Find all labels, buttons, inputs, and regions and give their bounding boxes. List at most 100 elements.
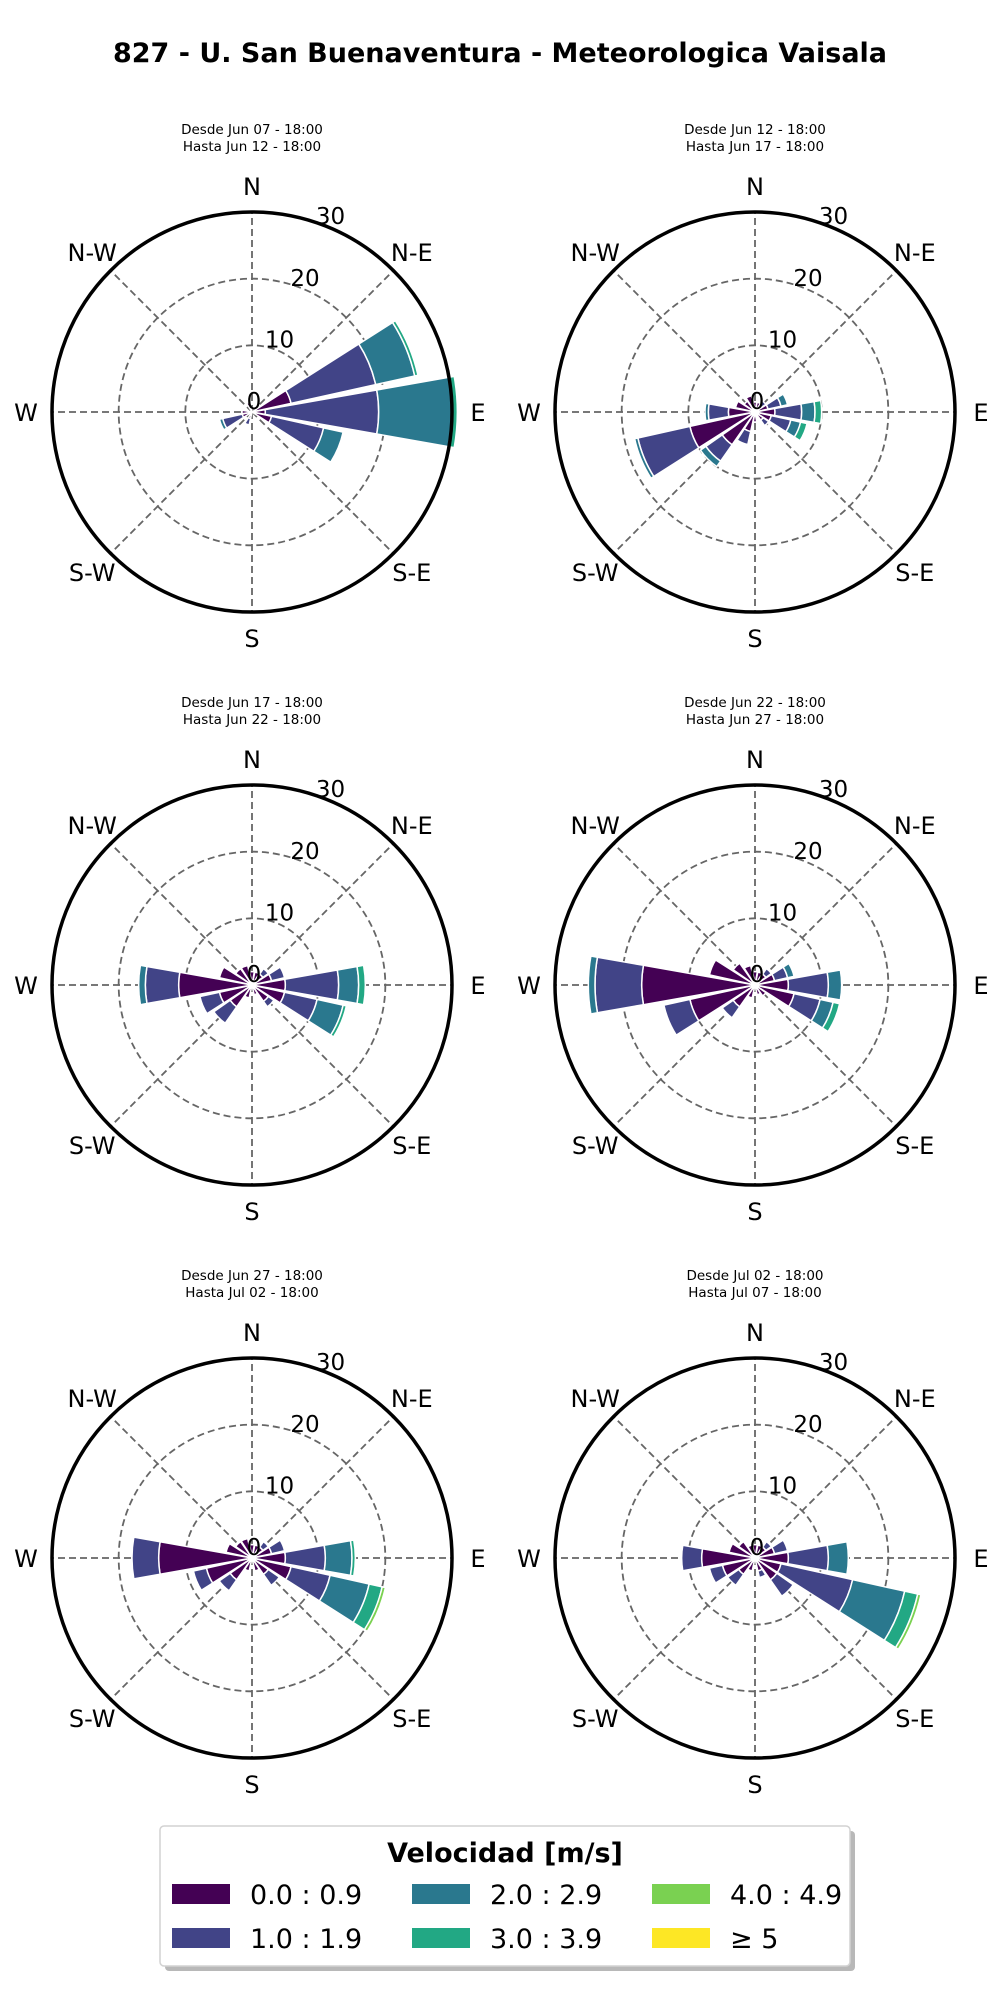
legend-label-1: 1.0 : 1.9	[250, 1924, 362, 1955]
direction-label: S-W	[69, 1132, 116, 1160]
petal-segment	[708, 958, 756, 986]
direction-label: N	[746, 173, 764, 201]
direction-label: S-E	[392, 1705, 431, 1733]
petal-segment	[262, 1568, 281, 1587]
radial-tick-label: 30	[819, 1350, 848, 1376]
radial-tick-label: 10	[265, 1473, 294, 1499]
petal-segment	[363, 1585, 387, 1633]
petal-segment	[137, 964, 148, 1006]
direction-label: S	[747, 1198, 762, 1226]
direction-label: E	[470, 1545, 485, 1573]
legend-swatch-0	[172, 1884, 230, 1904]
direction-spoke	[754, 411, 898, 555]
direction-label: N-E	[391, 239, 433, 267]
petal-segment	[699, 445, 722, 468]
panel-subtitle-to: Hasta Jul 02 - 18:00	[185, 1285, 318, 1301]
petal-segment	[754, 984, 762, 996]
radial-tick-label: 0	[750, 962, 765, 988]
direction-label: N	[243, 746, 261, 774]
radial-tick-label: 0	[750, 389, 765, 415]
radial-tick-label: 10	[265, 900, 294, 926]
petal-segment	[662, 998, 700, 1037]
panel-subtitle-from: Desde Jun 22 - 18:00	[684, 695, 826, 711]
direction-spoke	[251, 411, 395, 555]
direction-label: E	[470, 972, 485, 1000]
direction-label: S	[244, 1771, 259, 1799]
petal-segment	[336, 965, 360, 1005]
direction-label: W	[14, 972, 38, 1000]
direction-spoke	[251, 842, 395, 986]
radial-tick-label: 20	[793, 266, 822, 292]
radial-tick-label: 20	[290, 266, 319, 292]
direction-label: E	[973, 399, 988, 427]
direction-spoke	[109, 1415, 253, 1559]
petal-segment	[251, 984, 259, 996]
radial-tick-label: 0	[247, 962, 262, 988]
petal-segment	[756, 1568, 767, 1579]
petal-segment	[761, 1540, 773, 1552]
legend-swatch-3	[412, 1928, 470, 1948]
petal-segment	[218, 417, 228, 431]
legend-title: Velocidad [m/s]	[387, 1838, 623, 1869]
petal-segment	[243, 416, 252, 426]
legend: Velocidad [m/s] 0.0 : 0.9 1.0 : 1.9 2.0 …	[159, 1825, 855, 1971]
petal-segment	[258, 1540, 270, 1552]
direction-label: N-W	[571, 812, 620, 840]
petal-segment	[225, 1542, 253, 1559]
petal-segment	[732, 962, 756, 986]
petal-segment	[241, 409, 253, 415]
direction-spoke	[251, 984, 395, 1128]
petal-segment	[240, 1537, 253, 1559]
polar-frame	[50, 1356, 454, 1760]
panel-subtitle-from: Desde Jul 02 - 18:00	[686, 1268, 823, 1284]
petal-segment	[144, 965, 181, 1005]
petal-segment	[728, 1542, 756, 1559]
panel-subtitle-from: Desde Jun 17 - 18:00	[181, 695, 323, 711]
radial-tick-label: 30	[819, 204, 848, 230]
panel-subtitle-to: Hasta Jun 17 - 18:00	[686, 139, 824, 155]
petal-segment	[218, 966, 253, 986]
direction-label: S-E	[895, 1705, 934, 1733]
direction-label: N	[243, 173, 261, 201]
petal-segment	[707, 403, 730, 421]
radial-tick-label: 10	[265, 327, 294, 353]
petal-segment	[782, 962, 795, 979]
petal-segment	[240, 964, 253, 986]
petal-segment	[736, 427, 752, 446]
direction-label: S	[747, 1771, 762, 1799]
petal-segment	[721, 999, 741, 1019]
panel-subtitle-from: Desde Jun 27 - 18:00	[181, 1268, 323, 1284]
petal-segment	[826, 969, 843, 1001]
panel-subtitle-to: Hasta Jun 22 - 18:00	[183, 712, 321, 728]
petal-segment	[323, 1539, 353, 1577]
radial-tick-label: 20	[793, 839, 822, 865]
polar-frame	[50, 210, 454, 614]
radial-tick-label: 30	[819, 777, 848, 803]
direction-spoke	[754, 269, 898, 413]
direction-label: S-W	[572, 1132, 619, 1160]
direction-label: S-W	[572, 559, 619, 587]
petal-segment	[708, 1564, 728, 1585]
direction-label: S-E	[392, 559, 431, 587]
direction-label: W	[517, 972, 541, 1000]
legend-swatch-4	[652, 1884, 710, 1904]
radial-grid-ring	[117, 1423, 387, 1693]
direction-label: N-E	[894, 239, 936, 267]
panel-subtitle-to: Hasta Jun 27 - 18:00	[686, 712, 824, 728]
petal-segment	[199, 991, 225, 1015]
direction-spoke	[251, 1415, 395, 1559]
direction-label: S	[747, 625, 762, 653]
direction-spoke	[109, 411, 253, 555]
petal-segment	[212, 999, 238, 1025]
direction-label: S-E	[392, 1132, 431, 1160]
direction-label: E	[973, 972, 988, 1000]
legend-label-4: 4.0 : 4.9	[730, 1880, 842, 1911]
petal-segment	[251, 1557, 261, 1572]
panel-subtitle-from: Desde Jun 07 - 18:00	[181, 122, 323, 138]
direction-label: W	[517, 1545, 541, 1573]
direction-label: N-W	[571, 1385, 620, 1413]
